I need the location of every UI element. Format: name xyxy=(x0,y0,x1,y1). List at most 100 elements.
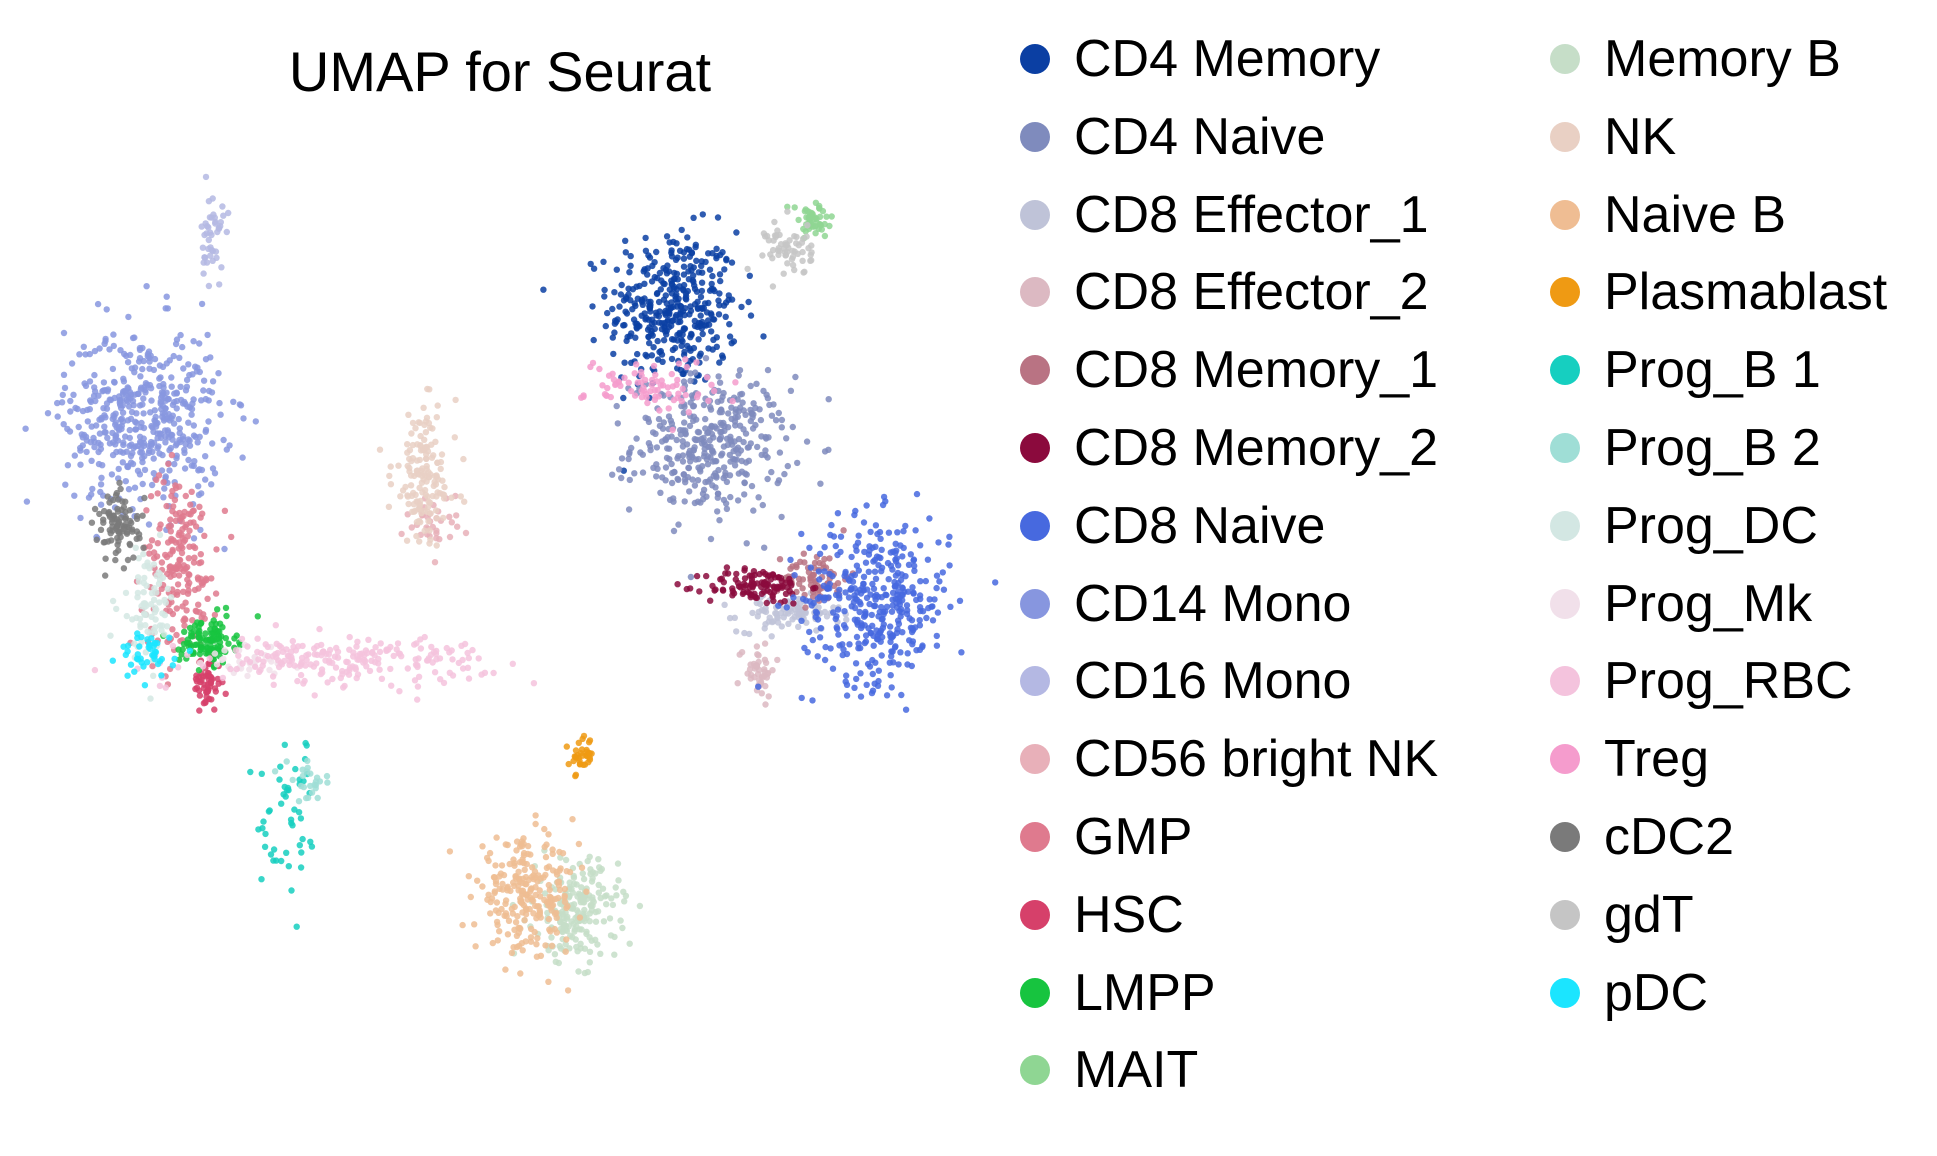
data-point xyxy=(158,672,165,679)
data-point xyxy=(140,357,147,365)
legend-marker xyxy=(1020,977,1050,1008)
data-point xyxy=(899,629,906,636)
data-point xyxy=(143,659,151,666)
data-point xyxy=(839,651,846,659)
data-point xyxy=(334,654,342,661)
data-point xyxy=(730,447,737,455)
data-point xyxy=(764,670,771,677)
data-point xyxy=(174,591,181,598)
data-point xyxy=(601,293,608,300)
data-point xyxy=(673,381,680,388)
data-point xyxy=(120,643,127,650)
data-point xyxy=(657,347,664,355)
data-point xyxy=(433,515,441,522)
data-point xyxy=(533,941,540,948)
data-point xyxy=(276,776,283,783)
data-point xyxy=(139,480,146,488)
data-point xyxy=(723,564,731,571)
data-point xyxy=(375,660,382,667)
data-point xyxy=(710,336,717,343)
data-point xyxy=(513,943,521,951)
data-point xyxy=(191,544,199,552)
data-point xyxy=(729,592,736,599)
data-point xyxy=(769,255,776,262)
data-point xyxy=(803,233,810,240)
data-point xyxy=(728,404,735,411)
data-point xyxy=(499,880,506,888)
data-point xyxy=(865,568,872,575)
data-point xyxy=(874,530,881,538)
data-point xyxy=(486,849,494,857)
data-point xyxy=(93,536,100,543)
data-point xyxy=(785,620,792,627)
data-point xyxy=(255,826,262,833)
data-point xyxy=(683,585,690,593)
data-point xyxy=(101,423,108,430)
data-point xyxy=(124,648,131,655)
data-point xyxy=(626,450,633,458)
data-point xyxy=(693,572,701,580)
data-point xyxy=(778,623,785,630)
data-point xyxy=(77,514,84,522)
data-point xyxy=(678,342,685,349)
legend-item: HSC xyxy=(1020,876,1184,954)
data-point xyxy=(264,643,271,651)
data-point xyxy=(509,660,516,667)
data-point xyxy=(387,481,395,488)
series-plasmablast xyxy=(563,732,595,780)
data-point xyxy=(688,392,696,399)
data-point xyxy=(496,873,503,880)
data-point xyxy=(91,443,98,451)
data-point xyxy=(297,671,305,679)
data-point xyxy=(432,481,440,488)
data-point xyxy=(836,586,843,593)
data-point xyxy=(204,331,211,339)
data-point xyxy=(210,630,218,637)
data-point xyxy=(123,612,130,620)
legend-item: LMPP xyxy=(1020,954,1216,1032)
data-point xyxy=(572,771,580,778)
data-point xyxy=(175,415,182,423)
data-point xyxy=(230,398,237,405)
data-point xyxy=(319,669,326,676)
data-point xyxy=(180,588,187,595)
data-point xyxy=(180,365,187,372)
data-point xyxy=(433,493,440,500)
data-point xyxy=(563,743,570,750)
data-point xyxy=(928,603,935,610)
data-point xyxy=(675,453,682,460)
data-point xyxy=(857,693,865,700)
data-point xyxy=(216,620,224,627)
data-point xyxy=(527,934,535,941)
data-point xyxy=(738,457,745,465)
data-point xyxy=(746,272,753,279)
data-point xyxy=(866,547,873,554)
data-point xyxy=(802,604,809,611)
data-point xyxy=(783,241,791,248)
data-point xyxy=(578,864,586,871)
data-point xyxy=(461,498,468,505)
data-point xyxy=(265,808,273,815)
data-point xyxy=(741,575,749,582)
data-point xyxy=(741,629,748,637)
data-point xyxy=(627,252,634,260)
data-point xyxy=(417,636,424,643)
data-point xyxy=(722,570,729,577)
data-point xyxy=(601,391,609,398)
data-point xyxy=(682,391,689,399)
data-point xyxy=(705,397,712,404)
data-point xyxy=(291,806,298,813)
data-point xyxy=(781,598,788,605)
legend-label: Memory B xyxy=(1604,30,1841,88)
data-point xyxy=(186,527,193,534)
data-point xyxy=(887,623,894,630)
data-point xyxy=(197,620,204,627)
data-point xyxy=(929,617,937,624)
data-point xyxy=(195,483,202,490)
data-point xyxy=(163,502,170,510)
data-point xyxy=(668,479,676,487)
series-prog-rbc xyxy=(91,622,538,703)
data-point xyxy=(936,578,943,585)
data-point xyxy=(196,466,203,473)
data-point xyxy=(182,492,189,500)
